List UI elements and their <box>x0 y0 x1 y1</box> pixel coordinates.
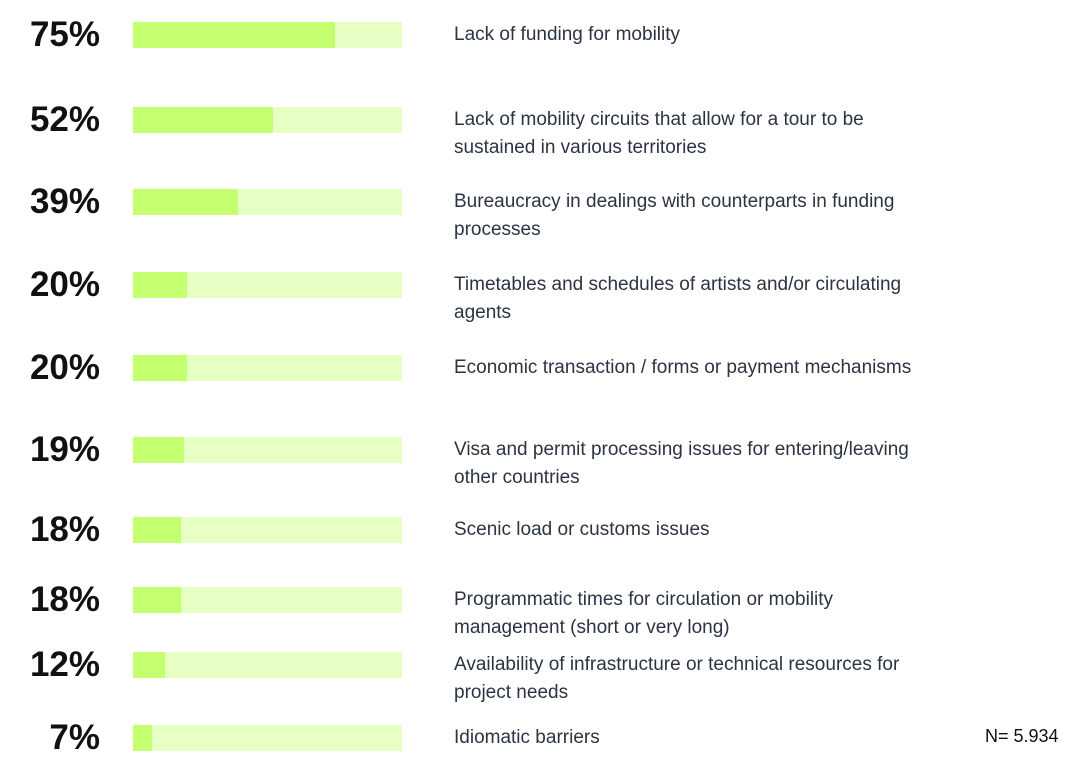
bar-track <box>133 725 402 751</box>
value-label: 12% <box>29 645 100 684</box>
category-label: Idiomatic barriers <box>454 727 600 748</box>
bar <box>133 189 238 215</box>
value-label: 20% <box>29 348 100 387</box>
category-label: Scenic load or customs issues <box>454 519 710 540</box>
bar <box>133 355 187 381</box>
value-label: 20% <box>29 265 100 304</box>
category-label: Programmatic times for circulation or mo… <box>454 589 834 638</box>
bar <box>133 517 182 543</box>
bar <box>133 652 166 678</box>
category-label: Lack of funding for mobility <box>454 24 681 45</box>
value-label: 7% <box>49 718 100 757</box>
bar-track <box>133 517 402 543</box>
bar-track <box>133 22 402 48</box>
bar-track <box>133 437 402 463</box>
bar-track <box>133 272 402 298</box>
bar <box>133 272 187 298</box>
bar-track <box>133 652 402 678</box>
bar-track <box>133 587 402 613</box>
bar-track <box>133 355 402 381</box>
value-label: 18% <box>29 580 100 619</box>
value-label: 75% <box>29 15 100 54</box>
value-label: 19% <box>29 430 100 469</box>
category-label: Economic transaction / forms or payment … <box>454 357 912 378</box>
bar <box>133 725 152 751</box>
sample-size: N= 5.934 <box>985 726 1059 746</box>
category-label: Timetables and schedules of artists and/… <box>454 274 902 323</box>
bar-track <box>133 189 402 215</box>
value-label: 39% <box>29 182 100 221</box>
category-label: Lack of mobility circuits that allow for… <box>454 109 864 158</box>
bar-track <box>133 107 402 133</box>
bar <box>133 437 185 463</box>
value-label: 18% <box>29 510 100 549</box>
category-label: Visa and permit processing issues for en… <box>454 439 909 488</box>
value-label: 52% <box>29 100 100 139</box>
category-label: Availability of infrastructure or techni… <box>454 654 900 703</box>
category-label: Bureaucracy in dealings with counterpart… <box>454 191 895 240</box>
bar <box>133 587 182 613</box>
bar <box>133 22 335 48</box>
bar <box>133 107 273 133</box>
